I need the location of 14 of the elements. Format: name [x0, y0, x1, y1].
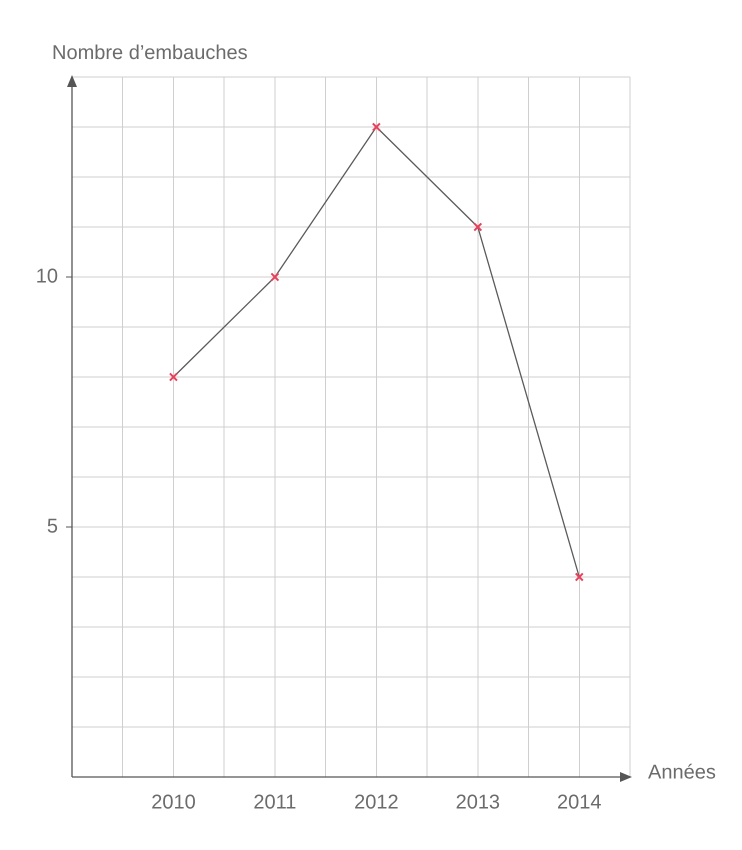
x-tick-label: 2011 — [253, 792, 296, 814]
point — [574, 572, 584, 582]
x-tick-label: 2010 — [151, 792, 196, 814]
x-tick-label: 2013 — [456, 792, 500, 814]
x-axis-title: Années — [648, 762, 716, 784]
y-axis-title: Nombre d’embauches — [52, 42, 248, 64]
y-tick-label: 10 — [36, 266, 58, 288]
point — [372, 122, 381, 132]
x-tick-label: 2012 — [354, 792, 399, 814]
point — [270, 272, 280, 282]
x-tick-label: 2014 — [557, 792, 602, 814]
y-tick-label: 5 — [46, 516, 58, 538]
point — [168, 372, 178, 382]
point — [473, 222, 482, 232]
